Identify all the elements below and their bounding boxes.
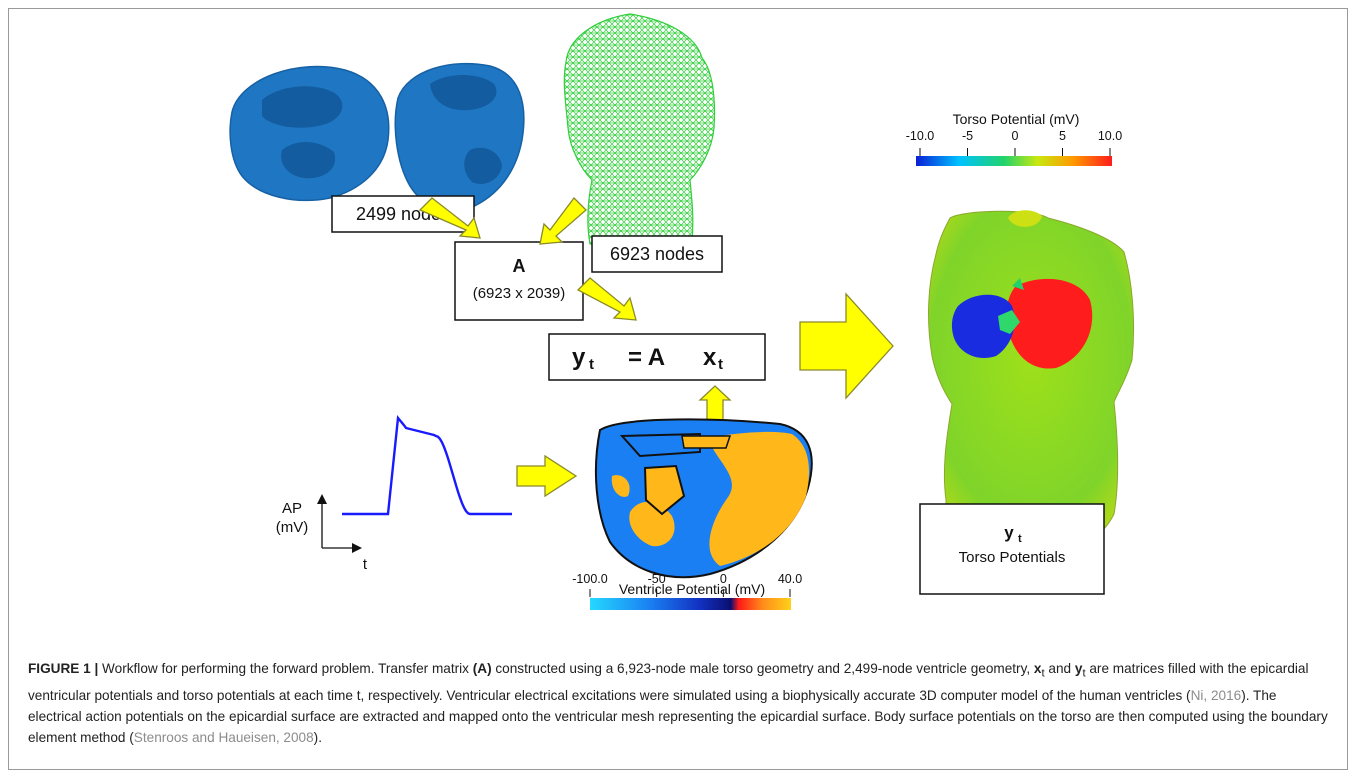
- caption-reference-stenroos[interactable]: Stenroos and Haueisen, 2008: [133, 729, 314, 745]
- torso-colorbar-tick-label: 5: [1059, 129, 1066, 143]
- arrow-ap-to-ventricle: [516, 454, 578, 498]
- caption-reference-ni[interactable]: Ni, 2016: [1190, 687, 1242, 703]
- caption-x-subscript: t: [1041, 667, 1045, 680]
- ap-xlabel: t: [363, 556, 368, 573]
- arrow-to-torso-result: [799, 292, 894, 400]
- torso-colorbar: Torso Potential (mV) -10.0 -5 0 5 10.0: [906, 111, 1122, 166]
- arrow-matrix-to-equation: [576, 277, 637, 321]
- arrow-ventricle-to-equation: [698, 385, 732, 421]
- torso-colorbar-tick-label: 10.0: [1098, 129, 1122, 143]
- caption-y-subscript: t: [1082, 667, 1086, 680]
- output-symbol-subscript: t: [1018, 533, 1022, 545]
- torso-nodes-box: [591, 235, 723, 273]
- ap-ylabel: AP: [282, 500, 302, 517]
- caption-y-symbol: y: [1074, 661, 1083, 676]
- ap-ylabel-unit: (mV): [276, 519, 309, 536]
- equation-lhs: y: [572, 344, 586, 371]
- caption-text-5: ).: [313, 729, 322, 745]
- arrow-torso-to-matrix: [539, 197, 587, 245]
- torso-colorbar-tick-label: 0: [1012, 129, 1019, 143]
- ventricle-colorbar-tick-label: -100.0: [572, 572, 607, 586]
- output-label: Torso Potentials: [959, 549, 1066, 566]
- ap-trace: [342, 415, 512, 516]
- ventricle-mesh-left: [229, 65, 390, 202]
- matrix-symbol: A: [513, 256, 526, 276]
- arrow-ventricle-to-matrix: [418, 197, 481, 239]
- figure-caption: FIGURE 1 | Workflow for performing the f…: [28, 658, 1328, 748]
- action-potential-plot: AP (mV) t: [276, 415, 512, 573]
- matrix-dimensions: (6923 x 2039): [473, 285, 566, 302]
- torso-colorbar-tick-label: -5: [962, 129, 973, 143]
- torso-colorbar-title: Torso Potential (mV): [953, 111, 1080, 127]
- output-symbol: y: [1004, 523, 1014, 542]
- torso-mesh-wireframe: [563, 13, 716, 245]
- caption-label: FIGURE 1 |: [28, 661, 99, 676]
- ventricle-mesh-right: [394, 62, 525, 211]
- equation-box: [548, 333, 766, 381]
- torso-nodes-label: 6923 nodes: [610, 244, 704, 264]
- ventricle-colorbar-tick-label: 0: [720, 572, 727, 586]
- equation-rhs-subscript: t: [718, 356, 723, 373]
- equation-rhs: x: [703, 344, 717, 371]
- caption-text-3: are matrices filled with the epicardial …: [28, 661, 1309, 703]
- torso-colorbar-gradient: [916, 156, 1112, 166]
- torso-colorbar-tick-label: -10.0: [906, 129, 935, 143]
- figure-frame: [8, 8, 1348, 770]
- caption-bold-a: (A): [472, 661, 492, 676]
- equation-lhs-subscript: t: [589, 356, 594, 373]
- ventricle-colorbar-tick-label: -50: [648, 572, 666, 586]
- ventricle-colorbar-title: Ventricle Potential (mV): [619, 581, 765, 597]
- caption-and: and: [1044, 661, 1075, 676]
- caption-text-4: ). The electrical action potentials on t…: [28, 687, 1328, 745]
- matrix-box: [454, 241, 584, 321]
- workflow-diagram: 2499 nodes 6923 nodes A (6923 x 2039) y …: [229, 13, 1135, 610]
- equation-operator: = A: [628, 344, 665, 371]
- ventricle-colorbar: Ventricle Potential (mV) -100.0 -50 0 40.0: [572, 572, 802, 610]
- caption-text-2: constructed using a 6,923-node male tors…: [491, 661, 1034, 676]
- caption-text-1: Workflow for performing the forward prob…: [98, 661, 473, 676]
- ventricle-colorbar-tick-label: 40.0: [778, 572, 802, 586]
- caption-x-symbol: x: [1033, 661, 1042, 676]
- output-box: [919, 503, 1105, 595]
- ventricle-potential-map: [594, 418, 813, 579]
- ventricle-colorbar-gradient: [590, 598, 791, 610]
- torso-potential-map: [928, 210, 1135, 541]
